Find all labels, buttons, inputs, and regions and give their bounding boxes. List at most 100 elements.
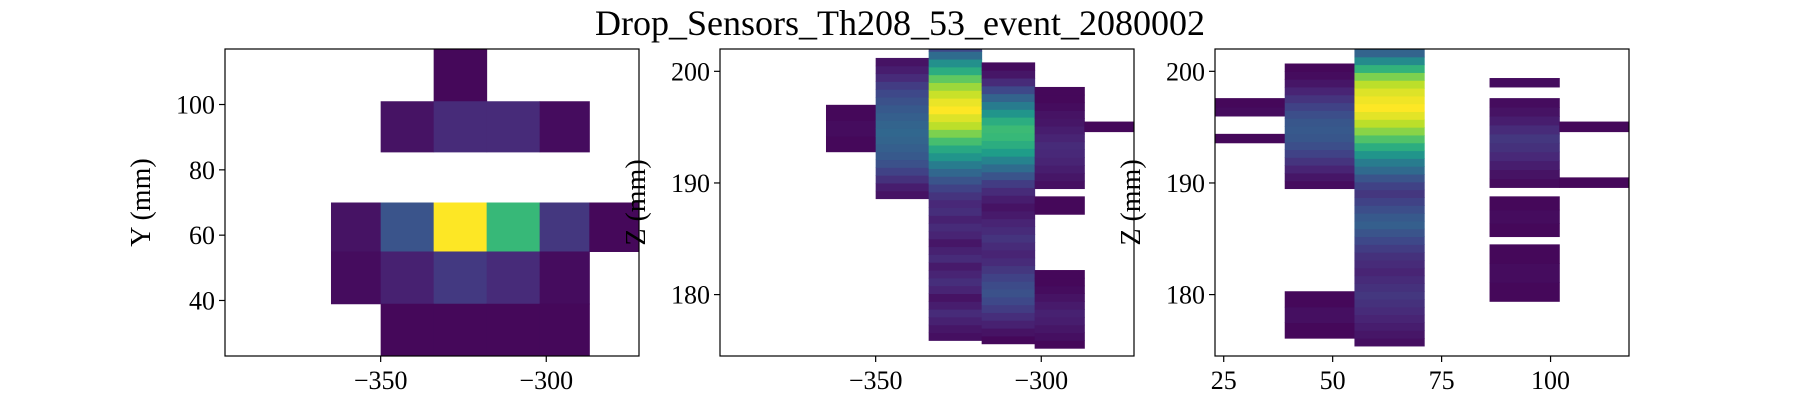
heatmap-cell: [1084, 121, 1134, 133]
heatmap-cell: [928, 301, 983, 310]
heatmap-cell: [1034, 110, 1085, 119]
heatmap-cell: [981, 179, 1036, 188]
heatmap-cell: [981, 124, 1036, 134]
heatmap-cell: [1489, 263, 1560, 283]
heatmap-cell: [1489, 160, 1560, 171]
heatmap-cell: [1354, 220, 1425, 230]
heatmap-cell: [1354, 252, 1425, 261]
heatmap-cell: [981, 218, 1036, 228]
heatmap-cell: [875, 128, 930, 137]
x-tick-label: −350: [849, 366, 903, 395]
heatmap-cell: [875, 65, 930, 75]
heatmap-cell: [981, 163, 1036, 173]
heatmap-cell: [1489, 142, 1560, 153]
heatmap-cell: [1354, 111, 1425, 120]
heatmap-cell: [1034, 301, 1085, 310]
y-tick-label: 40: [189, 286, 215, 315]
heatmap-cell: [589, 202, 639, 252]
heatmap-cell: [1354, 236, 1425, 245]
heatmap-cell: [928, 332, 983, 341]
heatmap-cell: [1354, 142, 1425, 152]
heatmap-cell: [539, 303, 590, 356]
heatmap-cell: [1354, 267, 1425, 277]
heatmap-cell: [380, 303, 435, 356]
heatmap-cell: [1284, 141, 1355, 150]
heatmap-cell: [981, 265, 1036, 274]
heatmap-cell: [1354, 259, 1425, 269]
heatmap-cell: [1354, 95, 1425, 105]
heatmap-cell: [1354, 213, 1425, 222]
heatmap-cell: [928, 246, 983, 255]
heatmap-cell: [928, 51, 983, 60]
heatmap-cell: [1489, 133, 1560, 144]
heatmap-cell: [1034, 196, 1085, 215]
heatmap-cell: [1354, 330, 1425, 339]
heatmap-cell: [981, 242, 1036, 251]
heatmap-cell: [1354, 306, 1425, 316]
heatmap-cell: [1034, 277, 1085, 287]
heatmap-cell: [928, 160, 983, 169]
heatmap-cell: [928, 129, 983, 138]
heatmap-cell: [486, 101, 541, 153]
heatmap-cell: [928, 238, 983, 248]
heatmap-cell: [1034, 149, 1085, 158]
heatmap-cell: [380, 101, 435, 153]
heatmap-cell: [981, 117, 1036, 126]
heatmap-cell: [981, 132, 1036, 142]
heatmap-cell: [928, 59, 983, 68]
heatmap-cell: [1034, 316, 1085, 326]
heatmap-cell: [981, 203, 1036, 212]
heatmap-cell: [875, 89, 930, 98]
heatmap-cell: [981, 156, 1036, 165]
heatmap-cell: [1559, 177, 1629, 188]
heatmap-cell: [928, 74, 983, 83]
heatmap-cell: [928, 309, 983, 318]
heatmap-cell: [433, 49, 488, 102]
heatmap-cell: [928, 145, 983, 154]
heatmap-cell: [981, 296, 1036, 306]
heatmap-cell: [1354, 228, 1425, 238]
heatmap-cell: [1284, 157, 1355, 166]
heatmap-cell: [330, 251, 382, 305]
heatmap-cell: [928, 191, 983, 201]
heatmap-cell: [1354, 283, 1425, 292]
heatmap-cell: [981, 62, 1036, 71]
heatmap-cell: [981, 249, 1036, 259]
heatmap-cell: [1034, 141, 1085, 150]
heatmap-cell: [928, 262, 983, 271]
heatmap-cell: [981, 140, 1036, 149]
heatmap-cell: [1034, 86, 1085, 96]
heatmap-cell: [1354, 72, 1425, 81]
heatmap-cell: [981, 304, 1036, 313]
heatmap-cell: [1034, 118, 1085, 127]
y-axis-label: Z (mm): [621, 159, 652, 245]
heatmap-cell: [1354, 205, 1425, 214]
heatmap-cell: [1354, 275, 1425, 284]
heatmap-cell: [1489, 78, 1560, 88]
axes-frame: [719, 48, 1135, 357]
heatmap-cell: [1034, 126, 1085, 135]
panel-1: −350 −300 40 60 80 100 Y (mm): [126, 48, 640, 395]
heatmap-cell: [1354, 127, 1425, 136]
heatmap-cell: [1354, 56, 1425, 66]
heatmap-cell: [1034, 285, 1085, 294]
heatmap-cell: [875, 73, 930, 82]
heatmap-cell: [928, 105, 983, 115]
heatmap-cell: [1284, 306, 1355, 324]
heatmap-cells: [825, 49, 1134, 349]
heatmap-cell: [1034, 133, 1085, 143]
heatmap-cell: [1354, 338, 1425, 347]
heatmap-cell: [1034, 172, 1085, 182]
heatmap-cell: [981, 93, 1036, 102]
heatmap-cell: [875, 136, 930, 145]
heatmap-cell: [928, 113, 983, 123]
heatmap-cell: [981, 281, 1036, 290]
heatmap-cell: [1559, 121, 1629, 133]
heatmap-cell: [1284, 63, 1355, 72]
heatmap-cell: [1354, 314, 1425, 324]
x-tick-label: 25: [1211, 366, 1237, 395]
heatmap-cell: [1489, 223, 1560, 238]
heatmap-cell: [1354, 174, 1425, 183]
heatmap-cell: [380, 251, 435, 305]
heatmap-cell: [928, 285, 983, 294]
